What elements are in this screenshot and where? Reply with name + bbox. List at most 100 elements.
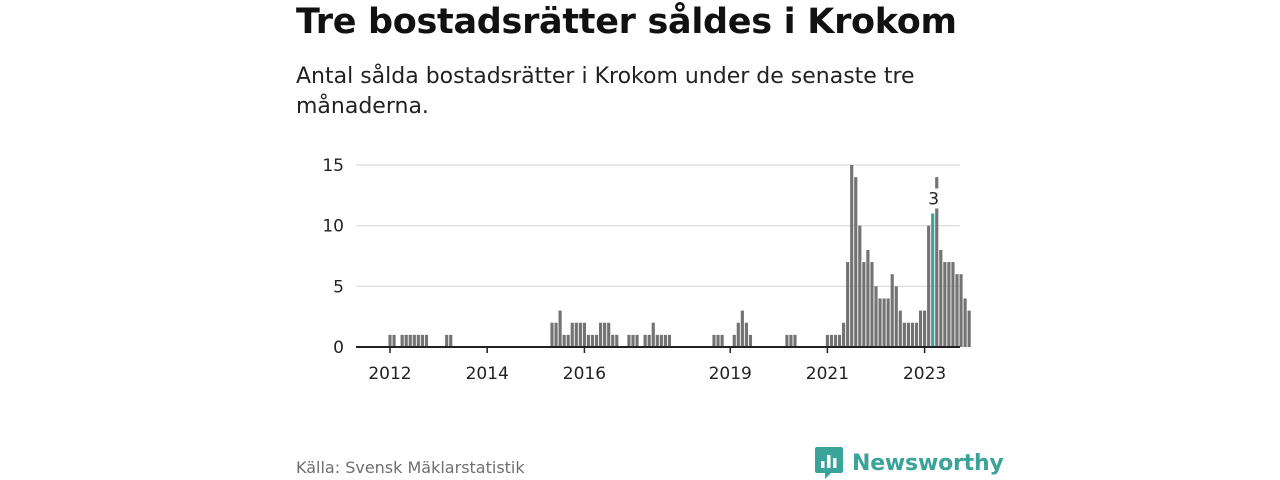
bar (582, 322, 586, 347)
highlight-bar (931, 213, 935, 347)
bar (842, 322, 846, 347)
chart-subtitle: Antal sålda bostadsrätter i Krokom under… (296, 64, 915, 119)
x-tick-label: 2023 (903, 364, 946, 384)
bar (959, 274, 963, 347)
x-tick-label: 2016 (563, 364, 606, 384)
bar (643, 334, 647, 347)
bar (647, 334, 651, 347)
bar (947, 262, 951, 347)
bar (716, 334, 720, 347)
bar (886, 298, 890, 347)
bar (858, 225, 862, 347)
bar (866, 249, 870, 347)
bar-chart: 0 5 10 15 2012 2014 2016 2019 2021 2023 3 (322, 156, 971, 384)
bar (951, 262, 955, 347)
bar (603, 322, 607, 347)
bar (445, 334, 449, 347)
bar (862, 262, 866, 347)
brand-name: Newsworthy (852, 450, 1004, 476)
bar (558, 310, 562, 347)
bar (918, 310, 923, 347)
x-tick-label: 2014 (466, 364, 509, 384)
bar (955, 274, 959, 347)
y-axis: 0 5 10 15 (322, 156, 344, 358)
bar (785, 334, 789, 347)
bar (732, 334, 736, 347)
bar (550, 322, 554, 347)
source-note: Källa: Svensk Mäklarstatistik (296, 458, 525, 477)
bar (939, 249, 943, 347)
bar (607, 322, 611, 347)
bar (663, 334, 667, 347)
highlight-label-bg (924, 188, 943, 209)
bar (392, 334, 396, 347)
bar (927, 225, 931, 347)
bar (631, 334, 635, 347)
bar (611, 334, 615, 347)
bar (870, 262, 874, 347)
bar (894, 286, 898, 347)
bar (963, 298, 967, 347)
bar (416, 334, 420, 347)
bar (412, 334, 416, 347)
bar (574, 322, 578, 347)
bar (923, 310, 927, 347)
bar (898, 310, 902, 347)
bar (400, 334, 404, 347)
bars (388, 165, 971, 347)
x-tick-label: 2021 (806, 364, 849, 384)
bar (720, 334, 724, 347)
bar (594, 334, 599, 347)
bar (586, 334, 591, 347)
bar (935, 177, 939, 347)
y-tick-label: 10 (322, 217, 344, 237)
bar (744, 322, 748, 347)
bar (566, 334, 570, 347)
bar (562, 334, 566, 347)
bar (910, 322, 915, 347)
bar (712, 334, 716, 347)
bar (878, 298, 882, 347)
bar (659, 334, 663, 347)
bar (906, 322, 910, 347)
y-tick-label: 15 (322, 156, 344, 176)
bar (874, 286, 878, 347)
bar (404, 334, 408, 347)
y-tick-label: 5 (333, 277, 344, 297)
bar (570, 322, 574, 347)
bar (449, 334, 453, 347)
bar (424, 334, 429, 347)
bar (882, 298, 886, 347)
bar (655, 334, 659, 347)
bar (748, 334, 753, 347)
bar (651, 322, 655, 347)
bar (554, 322, 558, 347)
chart-title: Tre bostadsrätter såldes i Krokom (296, 2, 957, 42)
bar (793, 334, 797, 347)
brand-logo[interactable]: Newsworthy (814, 446, 1004, 480)
bar (854, 177, 858, 347)
bar (388, 334, 392, 347)
highlight-annotation: 3 (924, 188, 943, 210)
highlight-label: 3 (928, 190, 939, 210)
bar-chart-speech-bubble-icon (815, 447, 843, 479)
bar (408, 334, 412, 347)
bar (829, 334, 834, 347)
bar (846, 262, 850, 347)
bar (902, 322, 906, 347)
bar (825, 334, 829, 347)
bar (740, 310, 744, 347)
bar (833, 334, 838, 347)
bar (890, 274, 894, 347)
bar (578, 322, 582, 347)
bar (943, 262, 947, 347)
bar (635, 334, 639, 347)
bar (837, 334, 842, 347)
x-tick-label: 2012 (368, 364, 411, 384)
bar (967, 310, 971, 347)
bar (599, 322, 603, 347)
bar (420, 334, 424, 347)
bar (615, 334, 619, 347)
bar (736, 322, 740, 347)
bar (850, 165, 854, 347)
